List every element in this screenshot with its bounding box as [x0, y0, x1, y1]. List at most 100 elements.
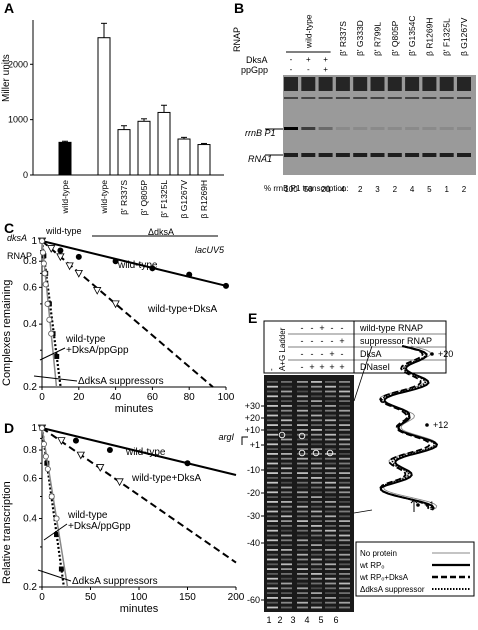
panel-e-gel-band: [339, 448, 350, 450]
panel-e-legend-label: No protein: [360, 549, 397, 558]
panel-b-letter: B: [234, 0, 245, 16]
panel-e-gel-band: [297, 544, 308, 546]
ytick-label: 0.4: [23, 319, 37, 330]
point-wild-type-dksa: [115, 478, 124, 487]
panel-e-gel-band: [339, 515, 350, 518]
panel-b-pct-value: 3: [375, 185, 380, 194]
panel-e-gel-band: [281, 381, 292, 383]
panel-e-gel-band: [297, 472, 308, 474]
panel-e-gel-band: [267, 438, 278, 441]
panel-e-gel-band: [311, 438, 322, 441]
point-wild-type-dksa: [96, 464, 105, 472]
panel-e-gel-band: [339, 520, 350, 522]
panel-e-gel-band: [339, 501, 350, 503]
pointer-line: [37, 569, 72, 582]
panel-e-gel-band: [267, 539, 278, 542]
panel-e-gel-band: [339, 597, 350, 599]
panel-e-gel-band: [267, 525, 278, 527]
panel-e-gel-band: [281, 510, 292, 513]
point-suppressor: [39, 424, 46, 431]
panel-e-gel-band: [325, 457, 336, 460]
panel-a-group2-dksa: ΔdksA: [148, 227, 175, 237]
point-suppressor: [42, 281, 49, 288]
panel-e-lane-number: 1: [266, 615, 271, 625]
panel-b-dksa-sign: +: [323, 55, 328, 64]
panel-e-gel-band: [281, 592, 292, 594]
panel-e-gel-band: [281, 597, 292, 599]
point-wild-type: [149, 265, 156, 272]
xtick-label: 80: [184, 392, 196, 403]
panel-e-gel-band: [297, 477, 308, 479]
panel-e-tss-arrow: [241, 436, 248, 445]
panel-e-gel-band: [325, 419, 336, 422]
panel-b-dksa-label: DksA: [246, 55, 268, 65]
panel-e-gel-band: [325, 582, 336, 585]
panel-b-rna1-band: [387, 153, 402, 157]
panel-e-trace-wt-rpo-dksa: [379, 345, 431, 511]
panel-b-rrnb-band: [422, 127, 437, 130]
panel-e-position-label: -40: [247, 538, 260, 548]
panel-b-rrnb-band: [284, 127, 298, 130]
panel-e-gel-band: [267, 405, 278, 407]
panel-e-gel-band: [281, 491, 292, 494]
panel-b-pct-value: 4: [410, 185, 415, 194]
point-suppressor: [53, 515, 60, 522]
panel-e-gel-band: [267, 433, 278, 436]
panel-e-gel-band: [311, 405, 322, 407]
panel-e-gel-band: [281, 553, 292, 556]
ytick-label: 0.6: [23, 282, 37, 293]
panel-e-gel-band: [325, 563, 336, 566]
panel-e-row-sign: -: [321, 336, 324, 346]
panel-b-pct-value: 2: [393, 185, 398, 194]
panel-e-gel-band: [281, 486, 292, 489]
point-suppressor: [41, 270, 48, 277]
panel-e-gel-band: [297, 582, 308, 585]
panel-e-gel-band: [297, 577, 308, 580]
panel-e-position-label: +30: [245, 401, 260, 411]
panel-e-gel-band: [311, 553, 322, 556]
panel-e-gel-band: [297, 462, 308, 465]
panel-e-gel-band: [325, 433, 336, 436]
panel-e-gel-band: [267, 429, 278, 431]
panel-e-gel-band: [297, 414, 308, 417]
panel-e-gel-band: [311, 510, 322, 513]
panel-e-position-label: -20: [247, 488, 260, 498]
panel-e-gel-band: [339, 582, 350, 585]
panel-b-pct-value: 5: [427, 185, 432, 194]
panel-b-band: [318, 97, 333, 99]
x-label: minutes: [120, 603, 159, 615]
panel-e-gel-band: [297, 563, 308, 566]
panel-e-gel-band: [297, 395, 308, 398]
panel-e-gel-band: [267, 448, 278, 450]
label-wild-type: wild-type: [125, 447, 166, 458]
panel-b-column-label: β' Q805P: [390, 20, 400, 56]
panel-e-gel-band: [281, 587, 292, 590]
panel-e-gel-band: [339, 419, 350, 422]
panel-e-gel-band: [311, 568, 322, 570]
panel-e-gel-band: [281, 453, 292, 455]
panel-b-pct-label: % rrnB P1 transcription:: [264, 184, 349, 193]
panel-e-gel-band: [297, 510, 308, 513]
panel-e-gel-band: [297, 481, 308, 484]
panel-b-pct-value: 2: [462, 185, 467, 194]
panel-e-gel-band: [267, 510, 278, 513]
panel-e-gel-band: [339, 592, 350, 594]
label-wild-type-dksa-ppgpp: wild-type: [67, 510, 108, 521]
panel-b-top-band: [439, 77, 454, 91]
point-suppressor: [48, 493, 55, 500]
panel-e-gel-band: [297, 515, 308, 518]
panel-e-gel-band: [325, 587, 336, 590]
panel-e-gel-band: [311, 409, 322, 412]
point-wild-type-dksa: [47, 245, 56, 253]
panel-b-band: [335, 97, 350, 99]
panel-e-gel-band: [297, 568, 308, 570]
panel-e-row-sign: -: [301, 362, 304, 372]
panel-e-gel-band: [325, 409, 336, 412]
panel-e-gel-band: [297, 534, 308, 537]
panel-e-gel-band: [325, 573, 336, 575]
panel-e-lane-number: 2: [277, 615, 282, 625]
panel-e-hypersensitive-marker: [298, 432, 306, 440]
panel-e-gel-band: [339, 438, 350, 441]
panel-e-row-sign: -: [341, 323, 344, 333]
